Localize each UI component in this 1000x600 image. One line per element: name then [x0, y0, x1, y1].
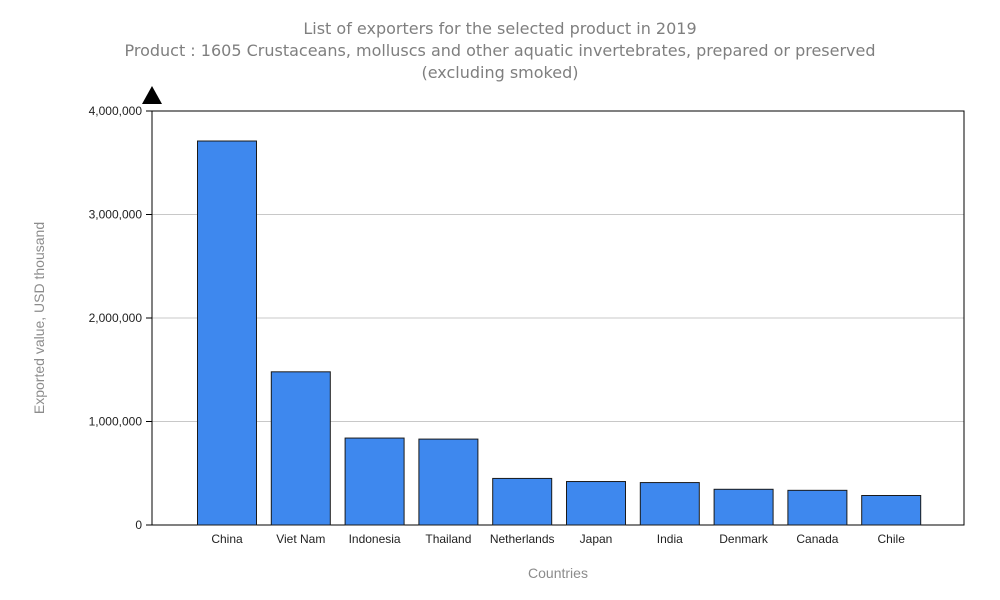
- chart-subtitle-line-1: Product : 1605 Crustaceans, molluscs and…: [124, 41, 875, 60]
- bar-india[interactable]: [639, 482, 700, 526]
- x-axis-ticks: China Viet Nam Indonesia Thailand Netherland…: [211, 532, 905, 546]
- y-tick-label: 4,000,000: [89, 104, 143, 118]
- x-tick-label: Thailand: [425, 532, 471, 546]
- x-tick-label: India: [657, 532, 683, 546]
- x-tick-label: Canada: [796, 532, 838, 546]
- x-tick-label: Viet Nam: [276, 532, 325, 546]
- y-tick-label: 3,000,000: [89, 208, 143, 222]
- bar-denmark[interactable]: [713, 488, 774, 526]
- x-axis-title: Countries: [528, 565, 588, 581]
- x-tick-label: Netherlands: [490, 532, 555, 546]
- x-tick-label: Denmark: [719, 532, 769, 546]
- y-axis-ticks: 0 1,000,000 2,000,000 3,000,000 4,000,000: [89, 104, 152, 532]
- bar-japan[interactable]: [566, 481, 626, 526]
- y-axis-title: Exported value, USD thousand: [31, 222, 47, 414]
- x-tick-label: Japan: [580, 532, 613, 546]
- y-axis-arrow-icon: [142, 86, 162, 104]
- bars: [197, 140, 922, 526]
- bar-china[interactable]: [197, 140, 257, 526]
- chart-title: List of exporters for the selected produ…: [303, 19, 696, 38]
- x-tick-label: Chile: [878, 532, 906, 546]
- bar-canada[interactable]: [787, 489, 848, 526]
- y-tick-label: 1,000,000: [89, 415, 143, 429]
- chart-subtitle-line-2: (excluding smoked): [421, 63, 578, 82]
- x-tick-label: China: [211, 532, 243, 546]
- bar-viet-nam[interactable]: [270, 371, 331, 526]
- bar-thailand[interactable]: [418, 438, 479, 526]
- bar-indonesia[interactable]: [344, 437, 405, 526]
- bar-netherlands[interactable]: [492, 477, 553, 526]
- y-tick-label: 2,000,000: [89, 311, 143, 325]
- bar-chile[interactable]: [861, 495, 922, 526]
- x-tick-label: Indonesia: [349, 532, 401, 546]
- y-tick-label: 0: [135, 518, 142, 532]
